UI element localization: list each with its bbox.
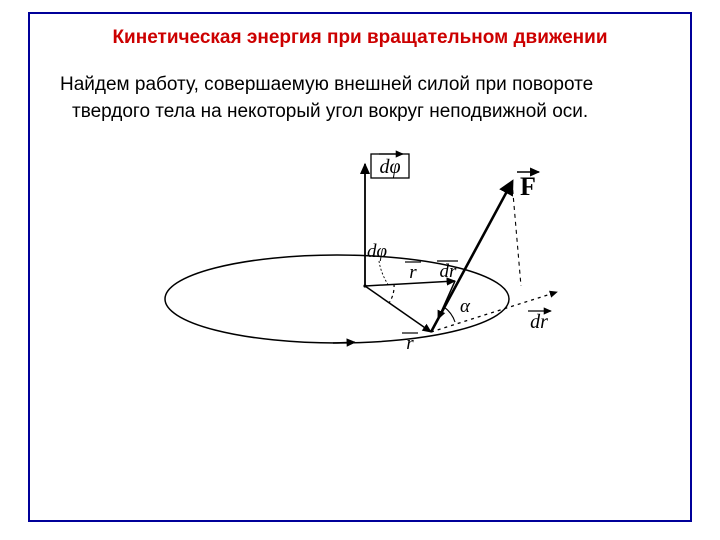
slide-frame: Кинетическая энергия при вращательном дв… xyxy=(28,12,692,522)
slide-title: Кинетическая энергия при вращательном дв… xyxy=(48,26,672,51)
r-bottom-label: r xyxy=(406,333,414,354)
r-bottom-vector xyxy=(365,286,431,332)
diagram-container: dφ r r dφ dr dr xyxy=(48,144,672,379)
force-label: F xyxy=(520,172,536,201)
dphi-angle-arc xyxy=(389,284,394,303)
alpha-label: α xyxy=(460,296,471,317)
r-top-label: r xyxy=(409,262,417,283)
dphi-leader xyxy=(379,261,389,286)
orbit-direction-arrow xyxy=(333,342,355,343)
dr-right-label: dr xyxy=(530,311,548,333)
center-point xyxy=(363,284,366,287)
dphi-vector-label: dφ xyxy=(379,156,400,178)
dr-top-label: dr xyxy=(440,261,458,282)
dphi-angle-label: dφ xyxy=(367,241,387,262)
rotation-diagram: dφ r r dφ dr dr xyxy=(155,144,565,379)
slide-paragraph: Найдем работу, совершаемую внешней силой… xyxy=(60,71,672,126)
alpha-angle-arc xyxy=(444,307,455,322)
orbit-ellipse xyxy=(165,255,509,343)
